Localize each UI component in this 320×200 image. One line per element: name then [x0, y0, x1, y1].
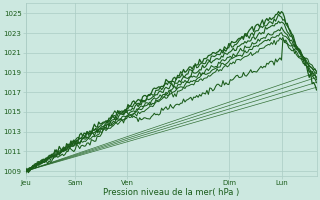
X-axis label: Pression niveau de la mer( hPa ): Pression niveau de la mer( hPa )	[103, 188, 239, 197]
